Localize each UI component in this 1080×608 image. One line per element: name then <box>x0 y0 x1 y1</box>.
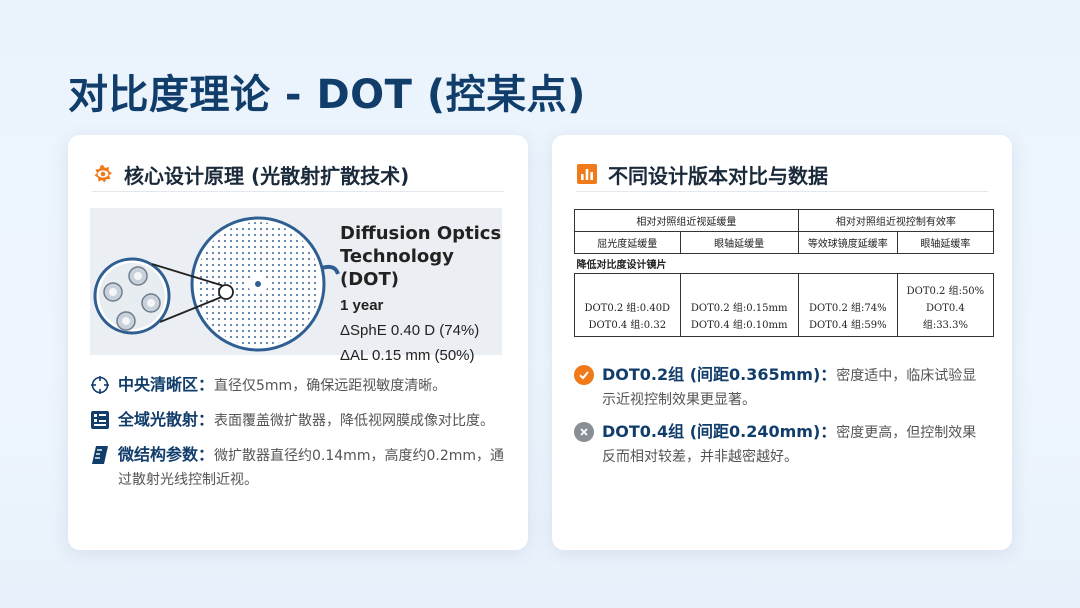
check-circle-icon <box>574 365 594 385</box>
note-text: 密度适中，临床试验显示近视控制效果更显著。 <box>602 368 977 408</box>
dot-figure-caption: Diffusion Optics Technology (DOT) 1 year… <box>340 222 502 364</box>
eye-icon <box>92 163 114 185</box>
table-cell: DOT0.2 组:50% DOT0.4 组:33.3% <box>896 273 995 337</box>
page-title: 对比度理论 - DOT (控某点) <box>68 72 586 118</box>
design-principle-card: 核心设计原理 (光散射扩散技术) <box>68 135 528 550</box>
version-comparison-card: 不同设计版本对比与数据 相对对照组近视延缓量 相对对照组近视控制有效率 屈光度延… <box>552 135 1012 550</box>
bullet-text: 直径仅5mm，确保远距视敏度清晰。 <box>214 378 447 394</box>
list-item: 全域光散射：表面覆盖微扩散器，降低视网膜成像对比度。 <box>90 408 504 433</box>
table-subheader: 眼轴延缓量 <box>679 231 799 254</box>
table-cell: DOT0.2 组:0.15mm DOT0.4 组:0.10mm <box>679 273 799 337</box>
principle-list: 中央清晰区：直径仅5mm，确保远距视敏度清晰。 全域光散射：表面覆盖微扩散器，降… <box>90 373 504 502</box>
figure-sphe: ΔSphE 0.40 D (74%) <box>340 322 480 339</box>
figure-duration: 1 year <box>340 297 384 314</box>
list-item: DOT0.4组 (间距0.240mm)：密度更高，但控制效果反而相对较差，并非越… <box>574 420 988 469</box>
card-header: 核心设计原理 (光散射扩散技术) <box>92 157 504 192</box>
list-item: 微结构参数：微扩散器直径约0.14mm，高度约0.2mm，通过散射光线控制近视。 <box>90 443 504 492</box>
ruler-icon <box>90 445 110 465</box>
table-cell: DOT0.2 组:0.40D DOT0.4 组:0.32 <box>574 273 681 337</box>
dot-lens-figure: Diffusion Optics Technology (DOT) 1 year… <box>90 208 502 364</box>
bullet-label: 全域光散射： <box>118 410 215 429</box>
note-label: DOT0.4组 (间距0.240mm)： <box>602 422 837 441</box>
bullet-text: 微扩散器直径约0.14mm，高度约0.2mm，通过散射光线控制近视。 <box>118 448 505 488</box>
grid-panel-icon <box>90 410 110 430</box>
lens-diagram <box>93 216 340 352</box>
table-header: 相对对照组近视控制有效率 <box>797 209 995 232</box>
crosshair-icon <box>90 375 110 395</box>
table-row: DOT0.2 组:0.40D DOT0.4 组:0.32 DOT0.2 组:0.… <box>574 273 995 337</box>
list-item: 中央清晰区：直径仅5mm，确保远距视敏度清晰。 <box>90 373 504 398</box>
table-subheader: 屈光度延缓量 <box>574 231 681 254</box>
bar-chart-icon <box>576 163 598 185</box>
card-heading: 不同设计版本对比与数据 <box>608 163 828 188</box>
table-subheader: 眼轴延缓率 <box>896 231 995 254</box>
table-group-label: 降低对比度设计镜片 <box>574 253 994 274</box>
bullet-label: 中央清晰区： <box>118 375 215 394</box>
bullet-label: 微结构参数： <box>118 445 215 464</box>
figure-title-line2: Technology (DOT) <box>340 246 454 290</box>
figure-title-line1: Diffusion Optics <box>340 223 502 244</box>
group-notes: DOT0.2组 (间距0.365mm)：密度适中，临床试验显示近视控制效果更显著… <box>574 363 988 477</box>
note-label: DOT0.2组 (间距0.365mm)： <box>602 365 837 384</box>
card-heading: 核心设计原理 (光散射扩散技术) <box>124 163 410 188</box>
figure-al: ΔAL 0.15 mm (50%) <box>340 347 475 364</box>
table-subheader: 等效球镜度延缓率 <box>797 231 898 254</box>
note-text: 密度更高，但控制效果反而相对较差，并非越密越好。 <box>602 425 977 465</box>
close-circle-icon <box>574 422 594 442</box>
list-item: DOT0.2组 (间距0.365mm)：密度适中，临床试验显示近视控制效果更显著… <box>574 363 988 412</box>
comparison-table: 相对对照组近视延缓量 相对对照组近视控制有效率 屈光度延缓量 眼轴延缓量 等效球… <box>574 209 995 337</box>
table-header: 相对对照组近视延缓量 <box>574 209 799 232</box>
card-header: 不同设计版本对比与数据 <box>576 157 988 192</box>
bullet-text: 表面覆盖微扩散器，降低视网膜成像对比度。 <box>214 413 495 429</box>
table-cell: DOT0.2 组:74% DOT0.4 组:59% <box>797 273 898 337</box>
